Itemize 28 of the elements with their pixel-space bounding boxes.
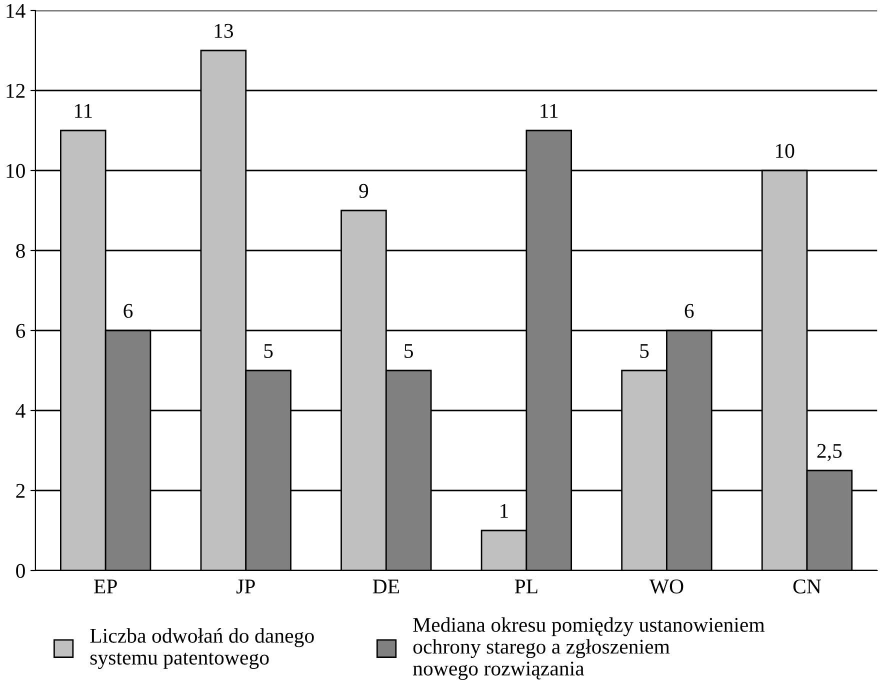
data-label: 10 (776, 144, 794, 158)
data-label: 9 (359, 184, 368, 198)
data-label: 1 (500, 504, 508, 518)
y-tick-label: 6 (16, 324, 26, 338)
y-tick-label: 2 (16, 484, 25, 498)
x-tick-label: WO (649, 579, 684, 594)
x-tick-label: PL (514, 580, 538, 594)
data-label: 6 (124, 304, 133, 318)
x-tick-label: DE (372, 580, 399, 594)
y-tick-label: 8 (16, 244, 25, 258)
data-label: 11 (74, 104, 92, 118)
y-tick-label: 12 (6, 84, 25, 98)
y-tick-label: 0 (16, 564, 25, 578)
data-label: 11 (540, 104, 558, 118)
data-label: 5 (404, 344, 413, 358)
legend-label: Liczba odwołań do danego systemu patentowego (90, 628, 314, 669)
y-tick-label: 4 (16, 404, 26, 418)
data-label: 13 (214, 24, 234, 38)
y-tick-label: 14 (6, 4, 26, 18)
x-tick-label: CN (793, 579, 821, 594)
data-label: 6 (684, 304, 694, 318)
legend-label: Mediana okresu pomiędzy ustanowieniem ochrony starego a zgłoszeniem nowego rozwiązania (413, 617, 765, 680)
data-label: 5 (640, 344, 649, 358)
data-label: 5 (264, 344, 273, 358)
data-label: 2,5 (817, 444, 842, 461)
x-tick-label: EP (94, 580, 117, 594)
x-tick-label: JP (236, 580, 255, 594)
y-tick-label: 10 (6, 164, 25, 178)
